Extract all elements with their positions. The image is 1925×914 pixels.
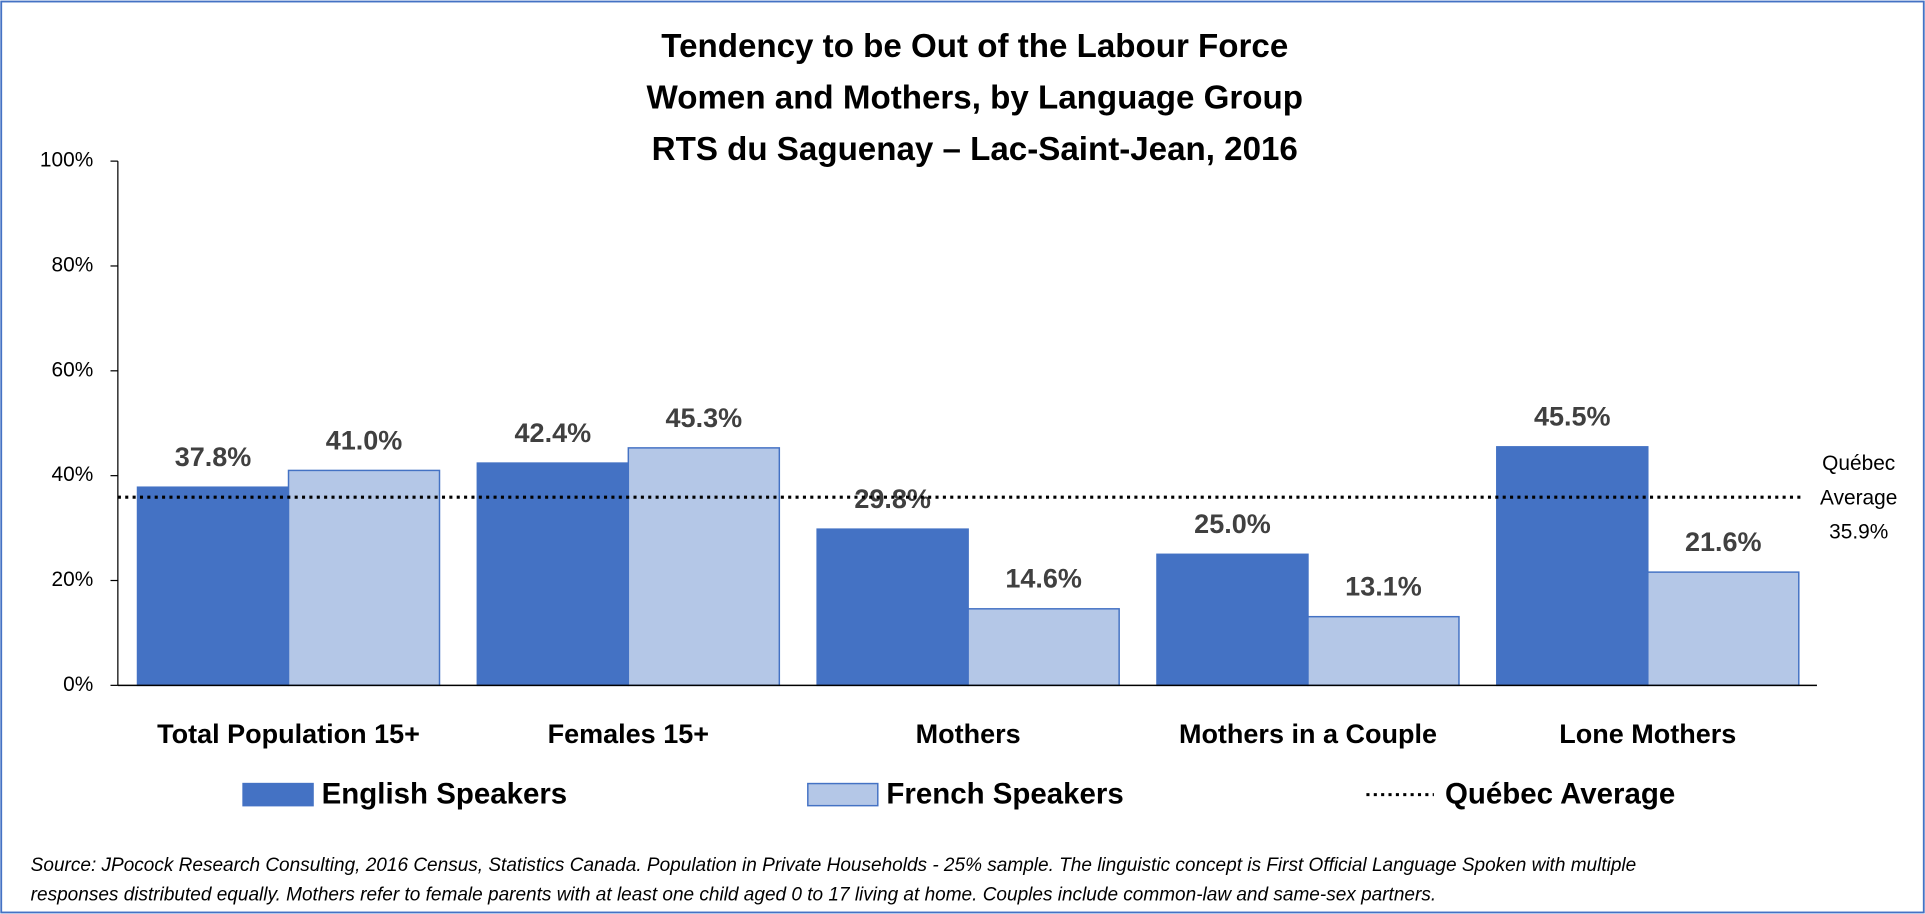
- bar: [136, 486, 290, 687]
- x-tick-label: Lone Mothers: [1559, 719, 1736, 749]
- x-tick-label: Mothers in a Couple: [1179, 719, 1437, 749]
- chart-title: RTS du Saguenay – Lac-Saint-Jean, 2016: [652, 131, 1298, 168]
- chart-title: Women and Mothers, by Language Group: [647, 79, 1303, 116]
- data-label: 29.8%: [854, 484, 931, 514]
- legend-label: English Speakers: [322, 778, 568, 811]
- y-tick-label: 40%: [52, 463, 94, 486]
- data-label: 41.0%: [326, 425, 403, 455]
- bar: [627, 447, 781, 687]
- bar: [816, 528, 969, 687]
- bar: [476, 462, 630, 687]
- bar: [1647, 571, 1800, 687]
- x-tick-label: Total Population 15+: [157, 719, 420, 749]
- reference-label: Average: [1820, 486, 1897, 509]
- legend-label: French Speakers: [886, 778, 1123, 811]
- legend-label: Québec Average: [1445, 778, 1675, 811]
- bar: [1156, 553, 1309, 687]
- reference-value-label: 35.9%: [1829, 521, 1888, 544]
- bar: [287, 469, 441, 687]
- legend-swatch: [807, 782, 879, 807]
- y-tick-label: 100%: [40, 149, 93, 172]
- y-tick-label: 0%: [63, 673, 93, 696]
- bar: [1496, 446, 1649, 687]
- reference-label: Québec: [1822, 452, 1895, 475]
- x-tick-label: Females 15+: [548, 719, 709, 749]
- footnote: responses distributed equally. Mothers r…: [31, 884, 1436, 905]
- y-tick-label: 80%: [52, 253, 94, 276]
- bar: [967, 608, 1120, 687]
- y-tick-label: 20%: [52, 568, 94, 591]
- x-tick-label: Mothers: [916, 719, 1021, 749]
- data-label: 25.0%: [1194, 509, 1271, 539]
- footnote: Source: JPocock Research Consulting, 201…: [31, 855, 1637, 876]
- data-label: 21.6%: [1685, 527, 1762, 557]
- data-label: 13.1%: [1345, 572, 1422, 602]
- data-label: 45.5%: [1534, 402, 1611, 432]
- data-label: 42.4%: [515, 418, 592, 448]
- bar: [1307, 615, 1460, 687]
- legend-swatch: [242, 782, 314, 807]
- y-tick-label: 60%: [52, 358, 94, 381]
- data-label: 45.3%: [666, 403, 743, 433]
- chart-title: Tendency to be Out of the Labour Force: [661, 28, 1288, 65]
- data-label: 37.8%: [175, 442, 252, 472]
- data-label: 14.6%: [1005, 564, 1082, 594]
